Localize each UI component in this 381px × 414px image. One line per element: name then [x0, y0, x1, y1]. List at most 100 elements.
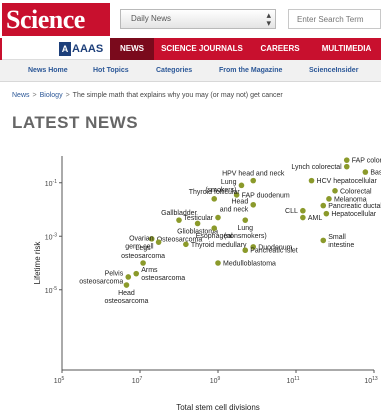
point-testicular — [215, 214, 221, 221]
point-label-arms-osteosarcoma: Arms osteosarcoma — [141, 267, 185, 282]
point-head-and-neck — [250, 201, 257, 208]
point-label-pelvis-osteosarcoma: Pelvis osteosarcoma — [79, 270, 123, 285]
point-label-fap-colorectal: FAP colorectal — [352, 158, 381, 165]
point-hpv-head-and-neck — [250, 177, 257, 184]
point-arms-osteosarcoma — [133, 270, 140, 277]
point-pancreatic-islet — [242, 247, 249, 254]
point-esophageal — [211, 225, 218, 231]
subnav-categories[interactable]: Categories — [156, 67, 193, 74]
point-label-hpv-head-and-neck: HPV head and neck — [222, 171, 285, 178]
point-glioblastoma — [194, 220, 201, 227]
point-label-cll: CLL — [285, 208, 298, 215]
sub-nav: News Home Hot Topics Categories From the… — [0, 60, 381, 82]
point-label-glioblastoma: Glioblastoma — [177, 228, 218, 235]
site-header: Science Daily News ▴ ▾ — [0, 0, 381, 38]
point-ovarian-germ-cell — [155, 239, 162, 245]
y-tick-label: 10-3 — [45, 232, 57, 241]
y-tick-label: 10-5 — [45, 286, 57, 295]
point-label-hcv-hepatocellular: HCV hepatocellular — [317, 178, 378, 185]
point-fap-duodenum — [233, 192, 240, 198]
point-label-basal-cell: Basal cell — [370, 170, 381, 177]
section-select-value: Daily News — [131, 14, 172, 23]
point-label-lynch-colorectal: Lynch colorectal — [291, 164, 342, 171]
point-hepatocellular — [323, 210, 330, 217]
x-tick-label: 109 — [210, 376, 221, 385]
point-cll — [300, 207, 306, 214]
point-label-testicular: Testicular — [183, 215, 213, 222]
point-pelvis-osteosarcoma — [125, 274, 132, 280]
point-label-lung-nonsmokers: Lung (nonsmokers) — [224, 225, 267, 240]
breadcrumb-news[interactable]: News — [12, 92, 30, 99]
aaas-logo-text: AAAS — [72, 43, 104, 55]
point-melanoma — [326, 196, 332, 202]
aaas-badge-icon: A — [59, 42, 71, 56]
point-label-thyroid-follicular: Thyroid follicular — [189, 189, 241, 196]
point-label-pancreatic-islet: Pancreatic islet — [250, 248, 298, 255]
point-pancreatic-ductal — [320, 202, 327, 209]
point-aml — [300, 214, 306, 221]
risk-scatter-chart: 105 107 109 1011 1013 10-1 10-3 10-5 Total stem … — [33, 156, 381, 412]
section-title: LATEST NEWS — [12, 113, 139, 132]
point-head-osteosarcoma — [123, 282, 130, 288]
point-label-thyroid-medullary: Thyroid medullary — [191, 242, 247, 249]
breadcrumb-biology[interactable]: Biology — [39, 92, 63, 99]
point-lung-nonsmokers — [242, 217, 249, 223]
nav-news[interactable]: NEWS — [110, 38, 154, 60]
point-colorectal — [332, 188, 338, 194]
point-label-hepatocellular: Hepatocellular — [331, 211, 376, 218]
point-label-fap-duodenum: FAP duodenum — [242, 192, 290, 199]
point-label-esophageal: Esophageal — [196, 233, 233, 240]
point-label-osteosarcoma: Osteosarcoma — [157, 236, 203, 243]
nav-careers[interactable]: CAREERS — [260, 44, 300, 53]
point-label-colorectal: Colorectal — [340, 188, 372, 195]
point-lung-smokers — [238, 182, 245, 189]
main-nav: A AAAS NEWS SCIENCE JOURNALS CAREERS MUL… — [0, 38, 381, 60]
aaas-logo[interactable]: A AAAS — [2, 38, 110, 60]
point-label-aml: AML — [308, 215, 323, 222]
chart-axes: 105 107 109 1011 1013 10-1 10-3 10-5 Total stem … — [33, 156, 378, 412]
search-input[interactable] — [288, 9, 381, 29]
point-thyroid-medullary — [183, 241, 189, 248]
point-label-head-and-neck: Head and neck — [220, 198, 249, 213]
point-hcv-hepatocellular — [308, 177, 315, 184]
breadcrumb-separator: > — [65, 92, 70, 99]
point-label-lung-smokers: Lung (smokers) — [205, 179, 236, 194]
subnav-news-home[interactable]: News Home — [28, 67, 68, 74]
y-tick-label: 10-1 — [45, 179, 57, 188]
x-tick-label: 1011 — [287, 376, 300, 385]
point-label-gallbladder: Gallbladder — [161, 210, 197, 217]
point-medulloblastoma — [215, 260, 221, 266]
science-logo[interactable]: Science — [2, 3, 110, 36]
point-fap-colorectal — [343, 157, 350, 163]
subnav-scienceinsider[interactable]: ScienceInsider — [309, 67, 359, 74]
breadcrumb-current: The simple math that explains why you ma… — [72, 92, 283, 99]
x-tick-label: 107 — [132, 376, 143, 385]
breadcrumb-separator: > — [32, 92, 37, 99]
nav-multimedia[interactable]: MULTIMEDIA — [321, 44, 372, 53]
x-tick-label: 1013 — [364, 376, 378, 385]
x-axis-title: Total stem cell divisions — [176, 403, 260, 412]
point-label-head-osteosarcoma: Head osteosarcoma — [104, 290, 148, 305]
subnav-hot-topics[interactable]: Hot Topics — [93, 67, 129, 74]
chart-points: FAP colorectal Lynch colorectal Basal cell… — [79, 157, 381, 305]
point-label-ovarian-germ-cell: Ovarian germ cell — [125, 236, 154, 251]
point-label-duodenum: Duodenum — [258, 244, 292, 251]
section-select[interactable]: Daily News ▴ ▾ — [120, 9, 276, 29]
point-gallbladder — [176, 217, 182, 223]
point-legs-osteosarcoma — [140, 260, 146, 266]
point-label-legs-osteosarcoma: Legs osteosarcoma — [121, 245, 165, 260]
point-basal-cell — [362, 169, 369, 175]
point-label-melanoma: Melanoma — [334, 196, 367, 203]
subnav-from-the-magazine[interactable]: From the Magazine — [219, 67, 283, 74]
point-thyroid-follicular — [211, 196, 218, 202]
point-label-small-intestine: Small intestine — [328, 234, 354, 249]
nav-science-journals[interactable]: SCIENCE JOURNALS — [161, 44, 243, 53]
point-duodenum — [250, 244, 257, 250]
x-tick-label: 105 — [54, 376, 65, 385]
point-label-pancreatic-ductal: Pancreatic ductal — [328, 203, 381, 210]
point-small-intestine — [320, 237, 327, 244]
y-axis-title: Lifetime risk — [33, 241, 42, 285]
point-label-medulloblastoma: Medulloblastoma — [223, 261, 276, 268]
select-updown-icon: ▴ ▾ — [266, 10, 271, 28]
breadcrumb: News > Biology > The simple math that explai… — [12, 92, 283, 99]
